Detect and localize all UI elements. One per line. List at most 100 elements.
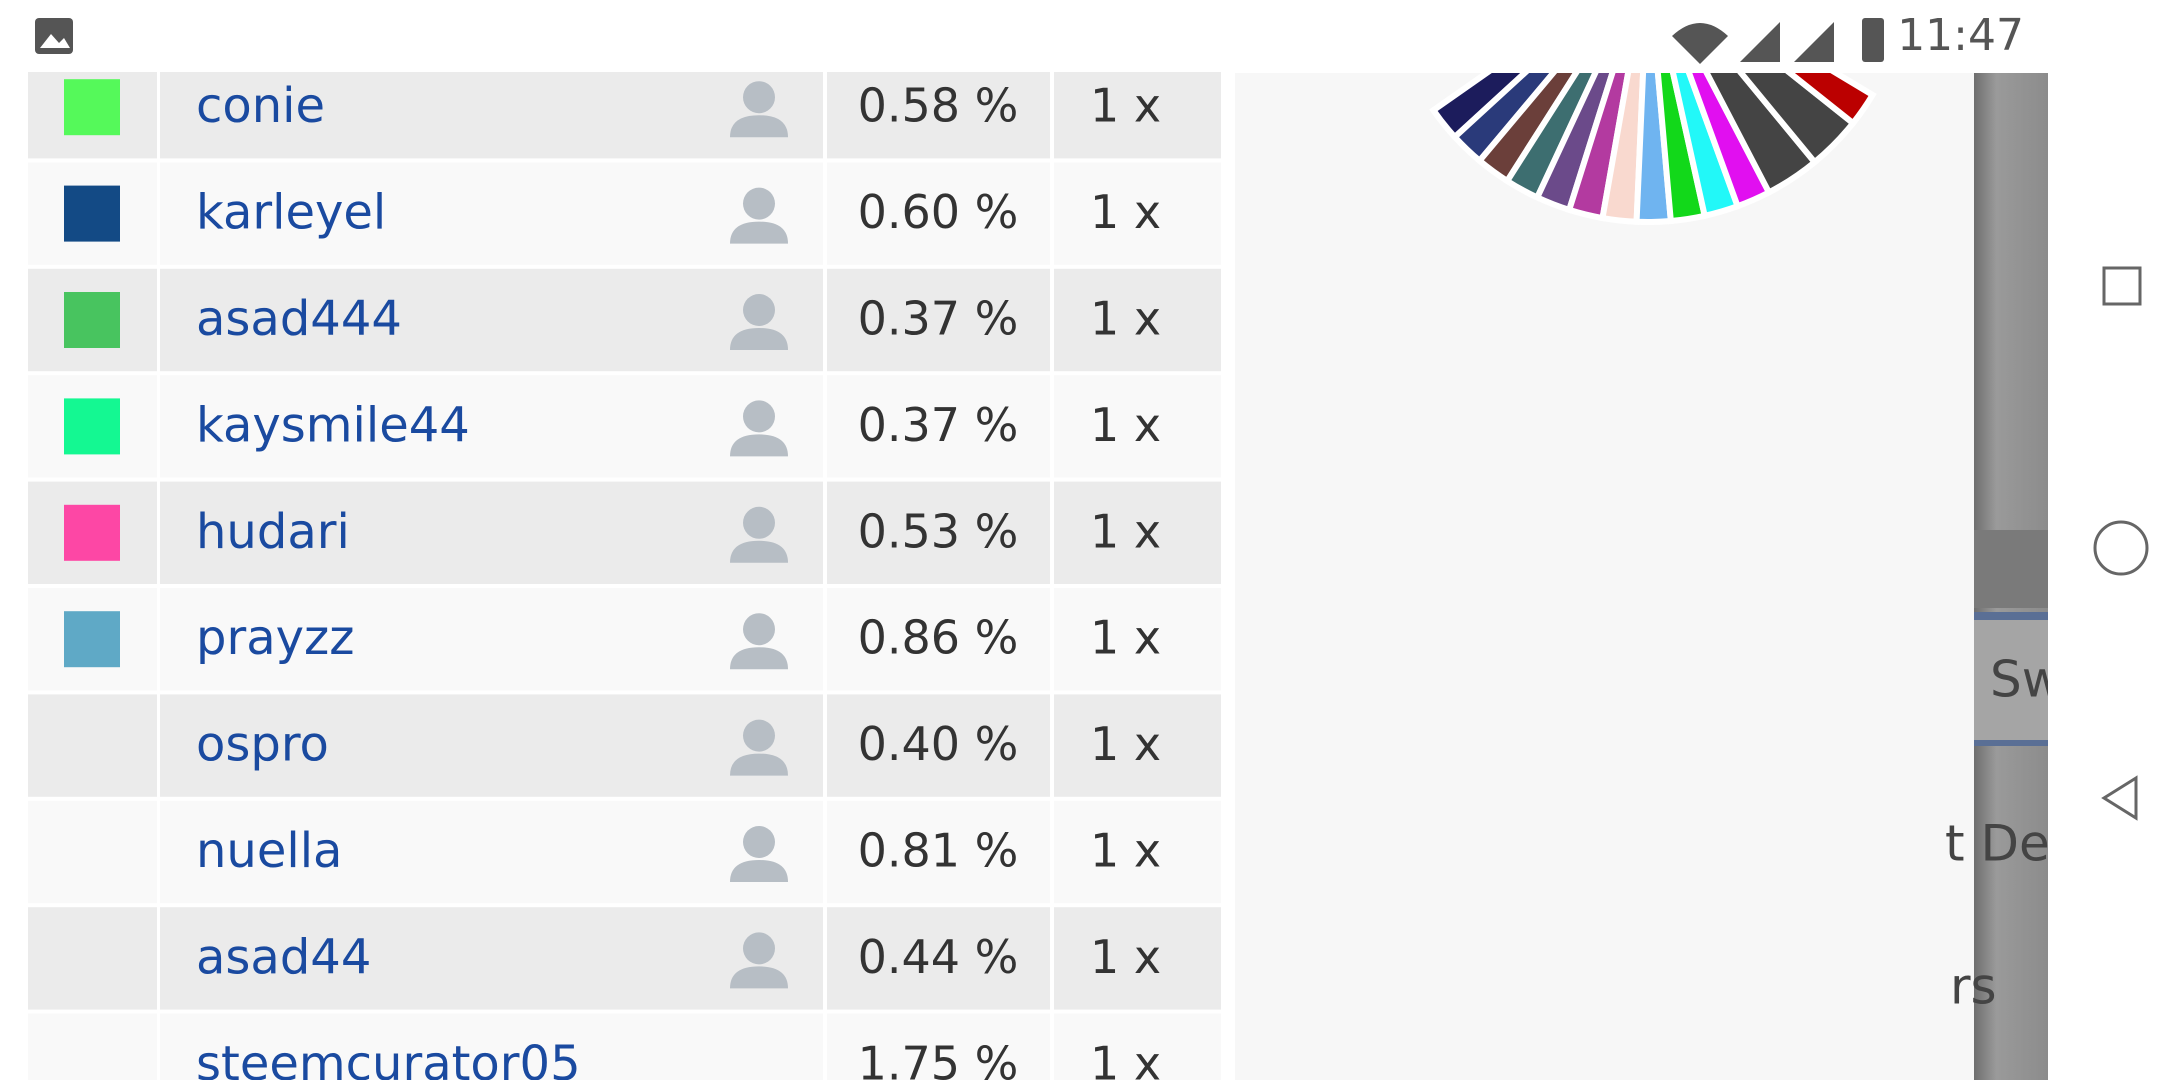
user-name[interactable]: asad444 — [196, 291, 402, 347]
cell — [1054, 162, 1221, 265]
table-row: asad444 0.37 % 1 x — [28, 268, 1221, 372]
avatar-body — [730, 328, 788, 350]
battery-icon — [1862, 18, 1884, 62]
avatar-head — [743, 294, 775, 326]
cell — [160, 375, 823, 478]
table-row: nuella 0.81 % 1 x — [28, 800, 1221, 904]
cell — [827, 694, 1050, 797]
table-row: prayzz 0.86 % 1 x — [28, 588, 1221, 691]
cell — [160, 162, 823, 265]
cell — [1054, 56, 1221, 159]
cell — [160, 694, 823, 797]
cell — [28, 694, 157, 797]
home-button[interactable] — [2093, 520, 2149, 576]
share: 0.81 % — [858, 824, 1019, 878]
avatar-icon — [730, 400, 788, 457]
cell — [160, 268, 823, 372]
count: 1 x — [1090, 79, 1161, 133]
cell — [160, 481, 823, 584]
avatar-body — [730, 434, 788, 457]
cell — [827, 162, 1050, 265]
table-row: steemcurator05 1.75 % 1 x — [28, 1013, 1221, 1080]
table-row: kaysmile44 0.37 % 1 x — [28, 375, 1221, 478]
user-name[interactable]: ospro — [196, 717, 329, 773]
avatar-body — [730, 753, 788, 776]
color-swatch — [64, 292, 120, 348]
cell — [827, 481, 1050, 584]
count: 1 x — [1090, 824, 1161, 878]
cell — [160, 56, 823, 159]
table-row: karleyel 0.60 % 1 x — [28, 162, 1221, 265]
cell — [827, 375, 1050, 478]
cell — [827, 1013, 1050, 1080]
color-swatch — [64, 504, 120, 561]
cell — [827, 800, 1050, 904]
overlay-band — [1974, 530, 2048, 608]
cell — [1054, 268, 1221, 372]
pie-chart — [1429, 73, 1877, 225]
cell — [28, 1013, 157, 1080]
avatar-body — [730, 966, 788, 989]
avatar-icon — [730, 826, 788, 882]
count: 1 x — [1090, 504, 1161, 558]
table-row: conie 0.58 % 1 x — [28, 56, 1221, 159]
avatar-body — [730, 115, 788, 138]
side-texts: Sw t De rs — [1945, 651, 2063, 1016]
count: 1 x — [1090, 292, 1161, 346]
gallery-icon — [35, 18, 73, 54]
user-name[interactable]: steemcurator05 — [196, 1036, 581, 1080]
back-button[interactable] — [2101, 775, 2138, 821]
share: 0.37 % — [858, 398, 1019, 452]
cell — [827, 588, 1050, 691]
table-row: asad44 0.44 % 1 x — [28, 907, 1221, 1010]
table-row: hudari 0.53 % 1 x — [28, 481, 1221, 584]
avatar-body — [730, 221, 788, 244]
avatar-head — [743, 932, 775, 965]
count: 1 x — [1090, 185, 1161, 239]
cell — [1054, 800, 1221, 904]
cell — [28, 800, 157, 904]
user-name[interactable]: karleyel — [196, 185, 386, 241]
side-text: Sw — [1990, 651, 2063, 709]
overlay-line — [1974, 740, 2048, 746]
share: 0.60 % — [858, 185, 1019, 239]
avatar-head — [743, 613, 775, 646]
avatar-head — [743, 400, 775, 433]
avatar-head — [743, 81, 775, 114]
overlay-tab — [1974, 620, 2048, 740]
user-name[interactable]: prayzz — [196, 610, 354, 666]
cell — [1054, 375, 1221, 478]
share: 0.58 % — [858, 79, 1019, 133]
table-row: ospro 0.40 % 1 x — [28, 694, 1221, 797]
avatar-icon — [730, 506, 788, 563]
color-swatch — [64, 611, 120, 668]
user-name[interactable]: asad44 — [196, 929, 371, 985]
avatar-icon — [730, 719, 788, 776]
avatar-icon — [730, 294, 788, 350]
chart-panel — [1235, 73, 1974, 1080]
avatar-head — [743, 187, 775, 220]
recents-button[interactable] — [2102, 266, 2142, 306]
clock: 11:47 — [1897, 10, 2024, 61]
avatar-icon — [730, 613, 788, 670]
signal-icon — [1794, 22, 1834, 62]
user-name[interactable]: nuella — [196, 823, 342, 879]
avatar-body — [730, 860, 788, 882]
user-name[interactable]: kaysmile44 — [196, 397, 470, 453]
side-text: t De — [1945, 815, 2050, 873]
cell — [28, 907, 157, 1010]
share: 1.75 % — [858, 1036, 1019, 1080]
count: 1 x — [1090, 930, 1161, 984]
color-swatch — [64, 185, 120, 242]
cell — [827, 56, 1050, 159]
overlay-line — [1974, 612, 2048, 620]
share: 0.53 % — [858, 504, 1019, 558]
cell — [1054, 588, 1221, 691]
user-name[interactable]: hudari — [196, 504, 350, 560]
avatar-icon — [730, 187, 788, 244]
share: 0.44 % — [858, 930, 1019, 984]
avatar-body — [730, 540, 788, 563]
user-name[interactable]: conie — [196, 78, 325, 134]
table: conie 0.58 % 1 x karleyel 0.60 % 1 x asad444 0.… — [28, 56, 1221, 1080]
